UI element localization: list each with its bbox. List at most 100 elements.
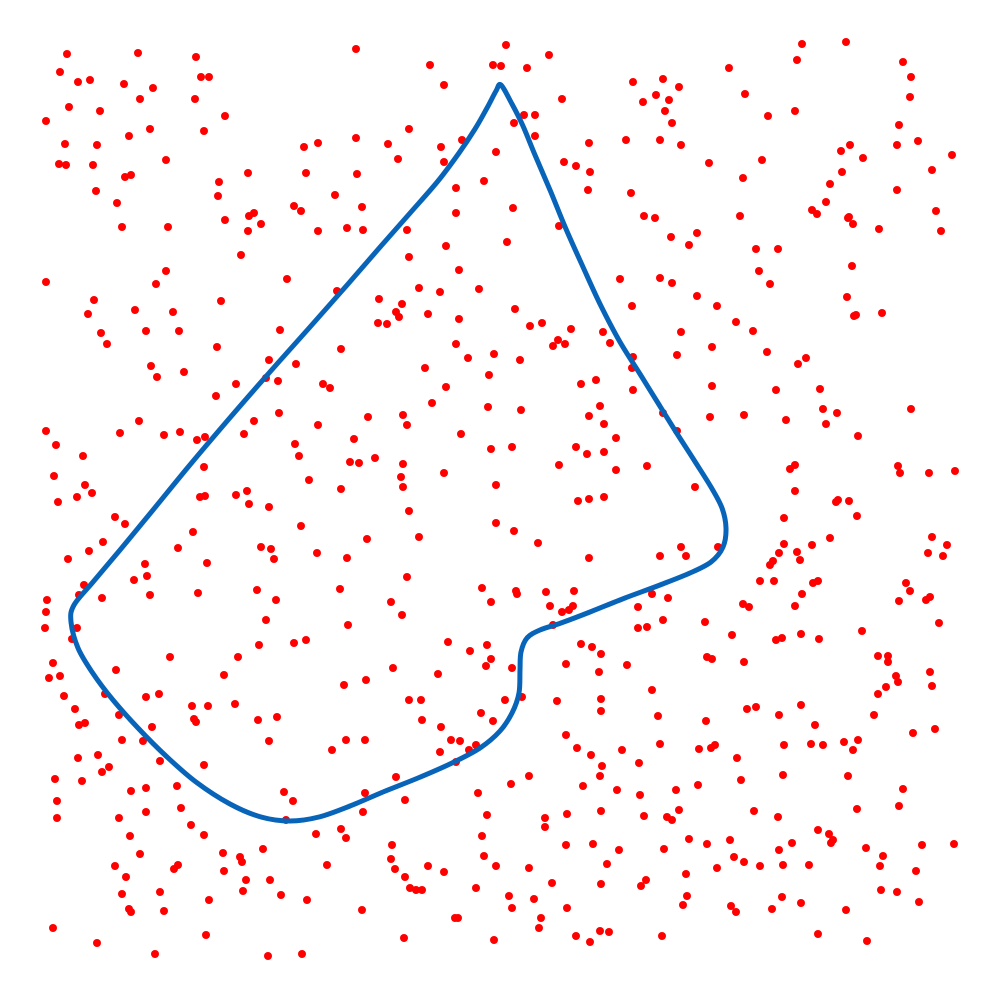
data-point	[740, 658, 748, 666]
data-point	[364, 413, 372, 421]
data-point	[492, 519, 500, 527]
data-point	[526, 322, 534, 330]
data-point	[56, 672, 64, 680]
data-point	[654, 712, 662, 720]
data-point	[600, 448, 608, 456]
data-point	[146, 125, 154, 133]
data-point	[651, 214, 659, 222]
data-point	[63, 50, 71, 58]
data-point	[682, 870, 690, 878]
data-point	[234, 653, 242, 661]
data-point	[440, 469, 448, 477]
data-point	[295, 452, 303, 460]
data-point	[501, 696, 509, 704]
data-point	[628, 302, 636, 310]
data-point	[343, 554, 351, 562]
data-point	[217, 297, 225, 305]
data-point	[340, 681, 348, 689]
data-point	[600, 493, 608, 501]
data-point	[164, 223, 172, 231]
data-point	[788, 839, 796, 847]
data-point	[555, 461, 563, 469]
data-point	[755, 267, 763, 275]
data-point	[874, 690, 882, 698]
data-point	[478, 832, 486, 840]
data-point	[668, 279, 676, 287]
data-point	[253, 586, 261, 594]
boundary-series	[68, 81, 729, 824]
data-point	[111, 862, 119, 870]
data-point	[819, 741, 827, 749]
data-point	[131, 306, 139, 314]
data-point	[142, 784, 150, 792]
data-point	[577, 640, 585, 648]
data-point	[454, 914, 462, 922]
data-point	[925, 469, 933, 477]
data-point	[290, 639, 298, 647]
data-point	[599, 328, 607, 336]
data-point	[384, 140, 392, 148]
data-point	[741, 90, 749, 98]
data-point	[563, 904, 571, 912]
data-point	[775, 846, 783, 854]
data-point	[215, 178, 223, 186]
data-point	[648, 590, 656, 598]
data-point	[537, 914, 545, 922]
data-point	[840, 738, 848, 746]
data-point	[116, 429, 124, 437]
data-point	[239, 887, 247, 895]
data-point	[606, 339, 614, 347]
data-point	[758, 156, 766, 164]
data-point	[113, 199, 121, 207]
data-point	[567, 325, 575, 333]
data-point	[374, 319, 382, 327]
data-point	[510, 527, 518, 535]
data-point	[791, 602, 799, 610]
data-point	[146, 591, 154, 599]
data-point	[597, 695, 605, 703]
data-point	[589, 840, 597, 848]
data-point	[169, 308, 177, 316]
data-point	[879, 852, 887, 860]
data-point	[668, 816, 676, 824]
data-point	[136, 95, 144, 103]
data-point	[791, 487, 799, 495]
data-point	[693, 292, 701, 300]
data-point	[361, 789, 369, 797]
data-point	[560, 158, 568, 166]
data-point	[328, 746, 336, 754]
data-point	[727, 902, 735, 910]
data-point	[613, 786, 621, 794]
data-point	[659, 75, 667, 83]
data-point	[243, 487, 251, 495]
data-point	[152, 280, 160, 288]
data-point	[854, 736, 862, 744]
data-point	[502, 41, 510, 49]
data-point	[685, 835, 693, 843]
data-point	[485, 371, 493, 379]
data-point	[96, 107, 104, 115]
data-point	[780, 741, 788, 749]
data-point	[553, 697, 561, 705]
data-point	[303, 896, 311, 904]
data-point	[383, 320, 391, 328]
data-point	[756, 862, 764, 870]
data-point	[265, 356, 273, 364]
data-point	[452, 340, 460, 348]
data-point	[778, 634, 786, 642]
data-point	[259, 845, 267, 853]
data-point	[175, 327, 183, 335]
data-point	[511, 305, 519, 313]
data-point	[562, 841, 570, 849]
data-point	[53, 797, 61, 805]
data-point	[884, 652, 892, 660]
data-point	[337, 825, 345, 833]
data-point	[272, 596, 280, 604]
data-point	[94, 751, 102, 759]
data-point	[826, 180, 834, 188]
data-point	[677, 328, 685, 336]
data-point	[664, 594, 672, 602]
data-point	[403, 573, 411, 581]
data-point	[189, 528, 197, 536]
data-point	[125, 132, 133, 140]
